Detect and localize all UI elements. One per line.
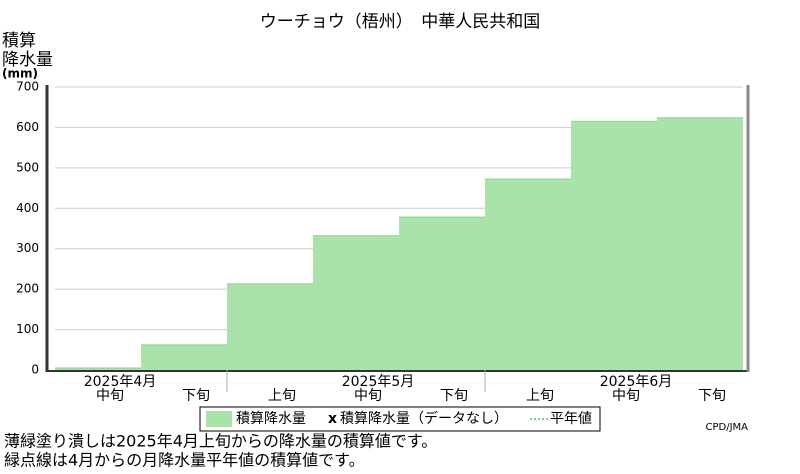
x-tick-label: 上旬 bbox=[268, 388, 296, 404]
legend-swatch bbox=[206, 411, 232, 427]
bar bbox=[399, 217, 485, 370]
legend-label: 積算降水量 bbox=[236, 411, 306, 427]
x-tick-label: 下旬 bbox=[182, 388, 210, 404]
y-tick-label: 500 bbox=[16, 160, 39, 174]
legend-marker: x bbox=[328, 411, 337, 427]
chart-title: ウーチョウ（梧州） 中華人民共和国 bbox=[260, 12, 541, 32]
x-tick-label: 上旬 bbox=[526, 388, 554, 404]
y-tick-label: 200 bbox=[16, 282, 39, 296]
y-label: (mm) bbox=[2, 67, 38, 81]
x-group-label: 2025年6月 bbox=[600, 374, 673, 390]
y-tick-label: 0 bbox=[31, 363, 39, 377]
y-tick-label: 100 bbox=[16, 322, 39, 336]
x-tick-label: 中旬 bbox=[354, 388, 382, 404]
x-tick-label: 中旬 bbox=[96, 388, 124, 404]
y-label: 降水量 bbox=[2, 50, 53, 70]
legend-label: 積算降水量（データなし） bbox=[340, 410, 508, 427]
bar bbox=[227, 283, 313, 370]
y-tick-label: 700 bbox=[16, 80, 39, 94]
x-tick-label: 下旬 bbox=[440, 388, 468, 404]
bar bbox=[571, 121, 657, 370]
y-tick-label: 300 bbox=[16, 241, 39, 255]
x-group-label: 2025年5月 bbox=[342, 374, 415, 390]
credit: CPD/JMA bbox=[706, 422, 749, 433]
bar bbox=[55, 367, 141, 370]
legend bbox=[199, 406, 601, 432]
y-tick-label: 400 bbox=[16, 201, 39, 215]
x-group-label: 2025年4月 bbox=[84, 374, 157, 390]
bar bbox=[485, 179, 571, 370]
y-tick-label: 600 bbox=[16, 120, 39, 134]
bar bbox=[313, 235, 399, 370]
y-label: 積算 bbox=[2, 31, 36, 51]
x-tick-label: 下旬 bbox=[698, 388, 726, 404]
legend-label: 平年値 bbox=[550, 411, 592, 427]
bar bbox=[657, 117, 743, 371]
bar bbox=[141, 344, 227, 370]
x-tick-label: 中旬 bbox=[612, 388, 640, 404]
note: 緑点線は4月からの月降水量平年値の積算値です。 bbox=[4, 451, 365, 470]
note: 薄緑塗り潰しは2025年4月上旬からの降水量の積算値です。 bbox=[4, 432, 437, 451]
